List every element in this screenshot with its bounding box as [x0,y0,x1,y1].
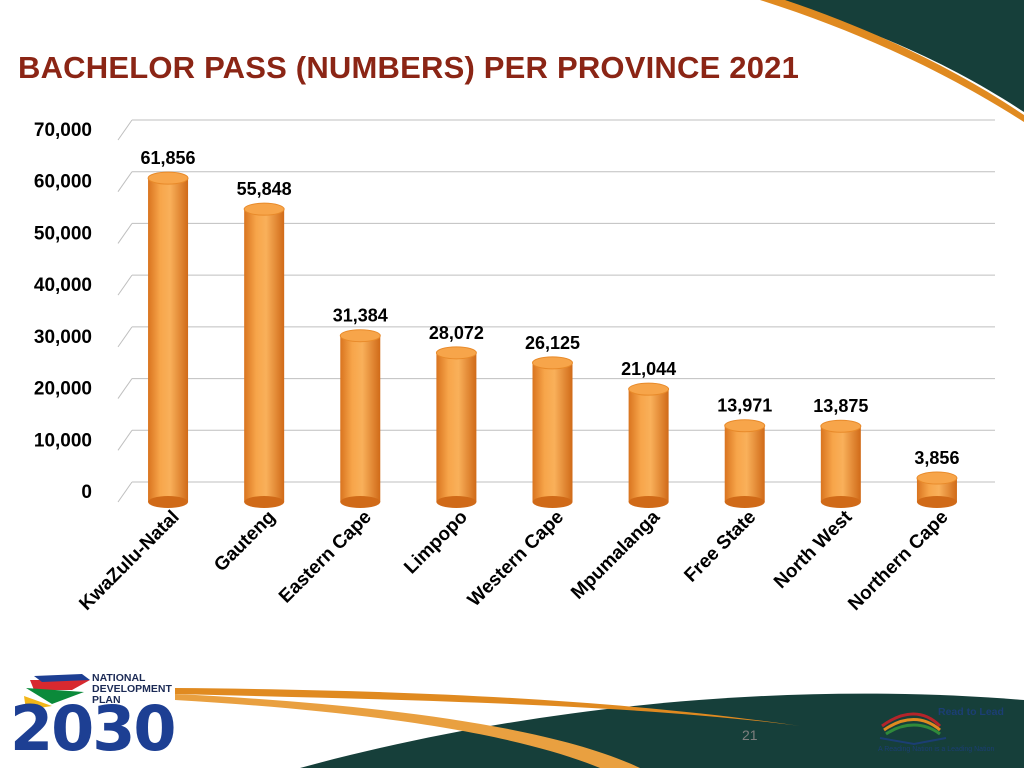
data-label: 13,875 [813,396,868,416]
data-label: 55,848 [237,179,292,199]
y-tick-label: 40,000 [34,275,92,296]
gridline-depth [117,274,133,296]
flag-stripe-blue [34,674,90,682]
bar-base [724,496,765,508]
bar-base [436,496,477,508]
bar-3 [339,329,381,508]
data-label: 21,044 [621,359,676,379]
bar-body [148,178,189,502]
book-base [879,737,947,746]
bar-top [916,471,958,485]
gridline-depth [117,429,133,451]
bar-top [147,171,189,185]
bar-chart: 0 10,000 20,000 30,000 40,000 50,000 60,000 70,… [34,119,995,615]
bar-7 [724,419,766,508]
bar-2 [243,202,285,508]
y-tick-label: 10,000 [34,430,92,451]
bar-body [340,335,381,502]
bar-base [820,496,861,508]
book-arc-green [885,723,941,736]
x-tick-label: Northern Cape [844,507,952,615]
y-tick-label: 30,000 [34,327,92,348]
data-label: 3,856 [914,448,959,468]
bar-body [532,362,573,502]
bar-body [628,389,669,502]
bar-base [628,496,669,508]
chart-bars [147,171,958,508]
x-tick-label: North West [770,506,857,593]
bar-body [436,352,477,502]
bar-top [339,329,381,343]
y-tick-label: 0 [81,482,92,503]
bar-4 [435,346,477,508]
swoosh-bottom-orange-2 [175,694,640,768]
flag-stripe-red [30,680,90,690]
flag-stripe-green [26,688,84,704]
y-tick-label: 50,000 [34,223,92,244]
gridline-depth [117,171,133,193]
data-label: 26,125 [525,333,580,353]
read-to-lead-text: Read to Lead [938,706,1004,718]
book-arc-red [881,712,942,728]
bar-top [724,419,766,433]
gridline-depth [117,378,133,399]
bar-8 [820,419,862,508]
slide-title: BACHELOR PASS (NUMBERS) PER PROVINCE 202… [18,50,800,85]
bar-base [916,496,957,508]
bar-6 [628,382,670,508]
y-axis-ticks: 0 10,000 20,000 30,000 40,000 50,000 60,000 70,… [34,120,92,503]
gridline-depth [117,119,133,141]
x-tick-label: Mpumalanga [567,506,664,603]
bar-top [532,356,573,370]
swoosh-bottom-orange [175,688,800,726]
x-tick-label: Limpopo [400,507,472,579]
x-tick-label: Eastern Cape [275,507,376,608]
bar-base [244,496,285,508]
y-tick-label: 70,000 [34,120,92,141]
bar-top [243,202,285,216]
x-tick-label: Free State [680,507,760,587]
bar-base [340,496,381,508]
x-tick-label: Western Cape [464,507,568,611]
data-label: 61,856 [141,148,196,168]
bar-body [916,478,957,502]
x-tick-label: Gauteng [210,507,279,576]
bar-base [532,496,573,508]
read-to-lead-tagline: A Reading Nation is a Leading Nation [878,746,995,753]
ndp-logo-text: NATIONAL DEVELOPMENT PLAN [92,672,172,706]
data-labels: 61,856 55,848 31,384 28,072 26,125 21,044 13,9… [141,148,960,468]
bar-body [724,425,765,502]
gridline-depth [117,223,133,244]
y-tick-label: 60,000 [34,172,92,193]
flag-stripe-yellow [24,696,52,710]
bar-1 [147,171,189,508]
bar-9 [916,471,958,508]
bar-top [435,346,477,360]
data-label: 28,072 [429,323,484,343]
x-tick-label: KwaZulu-Natal [75,507,183,615]
gridline-depth [117,481,133,503]
bar-body [820,426,861,502]
data-label: 31,384 [333,306,388,326]
page-number: 21 [742,727,758,743]
book-arc-orange [883,718,941,732]
bar-top [820,419,862,433]
bar-top [628,382,670,396]
gridline-depth [117,326,133,348]
data-label: 13,971 [717,396,772,416]
bar-5 [532,356,573,508]
bar-base [148,496,189,508]
y-tick-label: 20,000 [34,379,92,400]
read-to-lead-book-icon [879,712,947,746]
ndp-logo-year: 2030 [10,692,177,765]
bar-body [244,209,285,503]
ndp-flag-icon [24,674,90,710]
